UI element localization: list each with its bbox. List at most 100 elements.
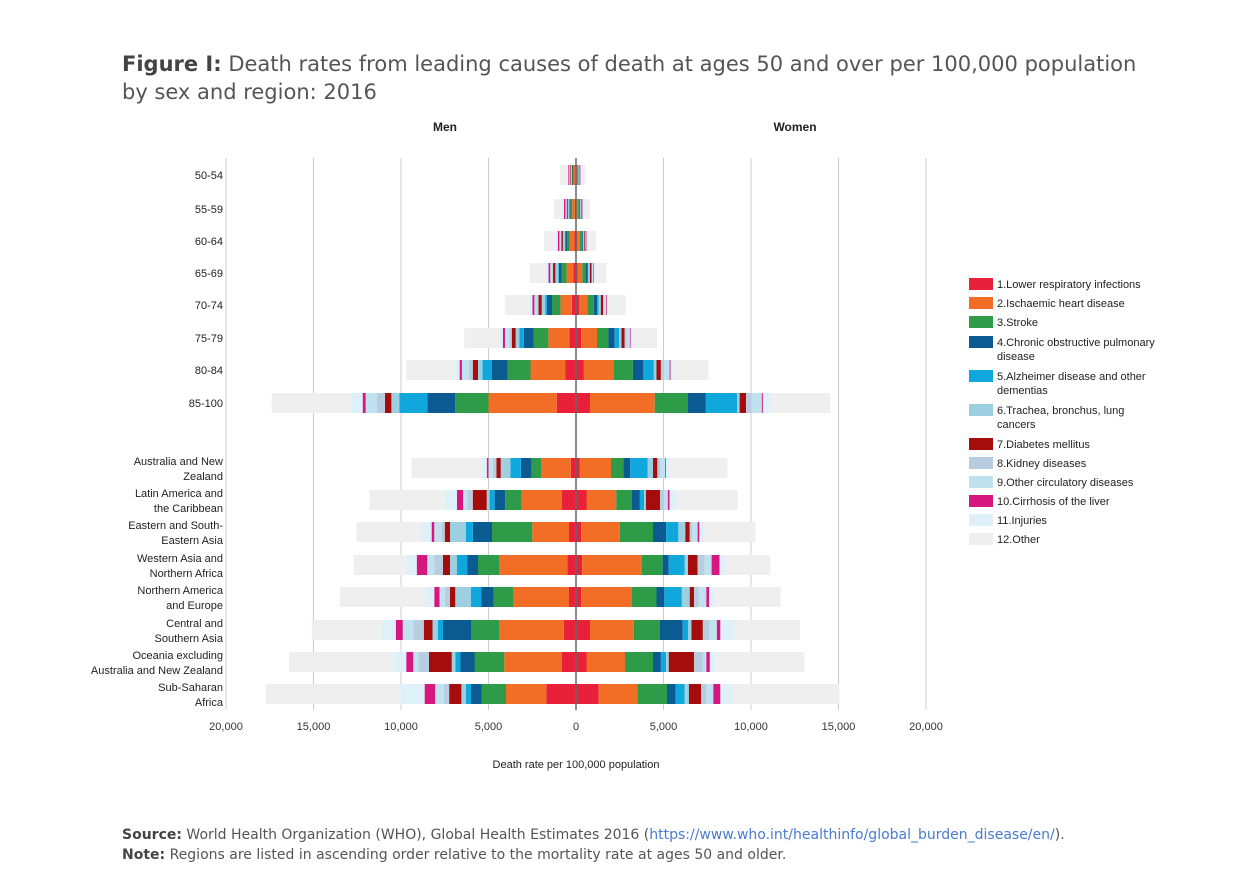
bar-women-segment — [593, 263, 595, 283]
legend-label-line: 10.Cirrhosis of the liver — [997, 496, 1110, 508]
note-text: Regions are listed in ascending order re… — [169, 847, 787, 863]
bar-men-segment — [519, 328, 524, 348]
bar-women-segment — [576, 490, 587, 510]
legend-label: 6.Trachea, bronchus, lung cancers — [997, 405, 1124, 431]
bar-men-segment — [427, 555, 435, 575]
bar-men-segment — [481, 587, 494, 607]
bar-men-segment — [560, 231, 562, 251]
bar-men-segment — [450, 522, 466, 542]
bar-women-segment — [577, 231, 580, 251]
y-category-label-line: Northern Africa — [150, 568, 224, 580]
bar-women-segment — [611, 458, 624, 478]
note-line: Note: Regions are listed in ascending or… — [122, 845, 1065, 865]
bar-men-segment — [424, 684, 436, 704]
bar-men-segment — [552, 295, 561, 315]
bar-women-segment — [592, 263, 594, 283]
bar-women-segment — [714, 587, 781, 607]
bar-women-segment — [669, 490, 677, 510]
bar-men-segment — [465, 684, 471, 704]
bar-women-segment — [641, 555, 663, 575]
legend-swatch — [969, 370, 993, 382]
source-link[interactable]: https://www.who.int/healthinfo/global_bu… — [649, 827, 1055, 843]
bar-women-segment — [630, 458, 648, 478]
bar-women-segment — [716, 620, 721, 640]
bar-men-segment — [564, 199, 566, 219]
bar-women-segment — [664, 587, 682, 607]
y-category-label-line: Latin America and — [135, 488, 223, 500]
bar-women-segment — [667, 684, 676, 704]
bar-women-segment — [621, 328, 625, 348]
bar-women-segment — [623, 458, 631, 478]
bar-women-segment — [676, 490, 738, 510]
bar-women-segment — [685, 522, 690, 542]
bar-women-segment — [660, 652, 667, 672]
bar-women-segment — [675, 684, 685, 704]
bar-men-segment — [511, 328, 516, 348]
bar-men-segment — [451, 652, 456, 672]
bar-men-segment — [521, 490, 562, 510]
bar-men-segment — [402, 620, 414, 640]
bar-men-segment — [463, 490, 468, 510]
y-category-label: 65-69 — [195, 268, 223, 280]
legend: 1.Lower respiratory infections 2.Ischaemi… — [969, 278, 1155, 546]
bar-men-segment — [461, 360, 469, 380]
bar-men-segment — [455, 652, 461, 672]
bar-men-segment — [271, 393, 351, 413]
bar-women-segment — [688, 555, 698, 575]
bar-men-segment — [492, 522, 533, 542]
bar-men-segment — [416, 555, 428, 575]
bar-women-segment — [684, 555, 688, 575]
x-tick-label: 20,000 — [909, 721, 943, 733]
legend-label-line: 5.Alzheimer disease and other — [997, 371, 1146, 383]
bar-men-segment — [486, 490, 490, 510]
bar-men-segment — [425, 587, 435, 607]
bar-women-segment — [579, 458, 611, 478]
bar-men-segment — [570, 165, 572, 185]
bar-men-segment — [429, 652, 452, 672]
bar-men-segment — [566, 231, 570, 251]
bar-men-segment — [399, 393, 428, 413]
bar-women-segment — [585, 231, 586, 251]
legend-swatch — [969, 533, 993, 545]
bar-men-segment — [471, 587, 482, 607]
bar-men-segment — [311, 620, 382, 640]
bar-women-segment — [739, 393, 747, 413]
bar-women-segment — [584, 199, 590, 219]
bar-men-segment — [369, 490, 445, 510]
x-tick-label: 10,000 — [384, 721, 418, 733]
bar-men-segment — [545, 295, 547, 315]
bar-women-segment — [613, 360, 633, 380]
bar-women-segment — [660, 490, 665, 510]
bar-men-segment — [569, 587, 576, 607]
legend-label: 10.Cirrhosis of the liver — [997, 496, 1110, 508]
bar-men-segment — [502, 328, 505, 348]
bar-women-segment — [694, 587, 699, 607]
bar-women-segment — [673, 360, 709, 380]
bar-women-segment — [770, 393, 831, 413]
bar-women-segment — [632, 587, 657, 607]
figure-title-text: Death rates from leading causes of death… — [122, 52, 1137, 104]
bar-women-segment — [660, 620, 683, 640]
bar-women-segment — [643, 360, 654, 380]
bar-men-segment — [546, 295, 553, 315]
bar-women-segment — [688, 620, 692, 640]
bar-men-segment — [413, 620, 424, 640]
y-category-label: 80-84 — [195, 365, 223, 377]
bar-women-segment — [682, 620, 688, 640]
legend-label-line: 8.Kidney diseases — [997, 458, 1087, 470]
bar-women-segment — [579, 231, 582, 251]
bar-women-segment — [576, 199, 579, 219]
legend-label-line: 11.Injuries — [997, 515, 1047, 527]
y-category-label-line: and Europe — [166, 600, 223, 612]
legend-label: 5.Alzheimer disease and other dementias — [997, 371, 1146, 397]
bar-men-segment — [455, 587, 471, 607]
y-category-label: Sub-Saharan Africa — [158, 682, 224, 709]
bar-men-segment — [513, 587, 569, 607]
bar-men-segment — [432, 620, 438, 640]
bar-men-segment — [529, 295, 533, 315]
bar-women-segment — [585, 231, 587, 251]
bar-men-segment — [444, 522, 450, 542]
legend-label: 1.Lower respiratory infections — [997, 279, 1141, 291]
bar-women-segment — [724, 555, 771, 575]
y-category-label: 85-100 — [189, 398, 223, 410]
